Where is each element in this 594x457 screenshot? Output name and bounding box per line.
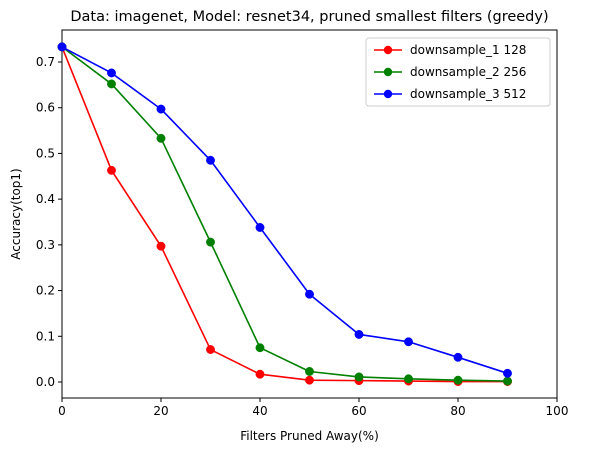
data-point [404,337,413,347]
data-point [305,375,314,385]
data-point [354,330,364,339]
data-point [305,289,314,299]
x-tick-label: 40 [252,404,267,418]
legend-label: downsample_2 256 [410,65,526,79]
data-point [453,375,463,385]
data-point [107,68,116,78]
y-tick-label: 0.3 [36,238,55,252]
data-point [354,372,364,382]
y-tick-label: 0.1 [36,329,55,343]
legend-box [365,37,551,107]
data-point [57,42,67,52]
data-point [305,367,314,376]
x-axis-label: Filters Pruned Away(%) [240,429,379,443]
chart-title: Data: imagenet, Model: resnet34, pruned … [70,9,548,25]
legend-item: downsample_2 256 [374,65,526,79]
y-tick-label: 0.7 [36,55,55,69]
x-tick-label: 20 [153,404,168,418]
data-point [206,345,215,354]
x-tick-label: 0 [58,404,66,418]
y-tick-label: 0.6 [36,101,55,115]
legend-marker [383,89,393,99]
y-tick-label: 0.2 [36,284,55,298]
y-tick-label: 0.4 [36,192,55,206]
data-point [156,104,166,114]
x-tick-label: 60 [351,404,366,418]
legend: downsample_1 128 downsample_2 256 downsamp… [365,37,551,107]
x-axis-ticks: 0 20 40 60 80 100 [58,398,568,418]
data-point [206,155,215,165]
data-point [156,133,166,143]
y-axis-label: Accuracy(top1) [9,168,23,259]
data-point [107,165,116,175]
series-line-3 [62,46,508,375]
plot-border [61,29,558,399]
legend-marker [383,67,393,77]
y-tick-label: 0.5 [36,146,55,160]
data-point [404,374,413,384]
y-axis-ticks: 0.0 0.1 0.2 0.3 0.4 0.5 0.6 0.7 [36,55,62,389]
legend-marker [383,45,393,55]
data-point [206,237,215,247]
data-point [255,369,265,379]
legend-label: downsample_1 128 [410,43,526,57]
data-point [156,241,166,251]
data-point [255,223,265,232]
data-point [107,79,116,89]
x-tick-label: 100 [546,404,569,418]
series-3 [57,42,512,378]
legend-label: downsample_3 512 [410,87,526,101]
data-point [255,343,265,353]
data-point [503,368,512,378]
data-point [503,376,512,386]
legend-item: downsample_3 512 [374,87,526,101]
series-line-1 [62,46,508,383]
data-point [453,352,463,362]
legend-item: downsample_1 128 [374,43,526,57]
axes-frame [61,29,558,399]
series-2 [57,42,512,386]
series-line-2 [62,46,508,382]
series-layer [57,42,512,386]
y-tick-label: 0.0 [36,375,55,389]
x-tick-label: 80 [450,404,465,418]
